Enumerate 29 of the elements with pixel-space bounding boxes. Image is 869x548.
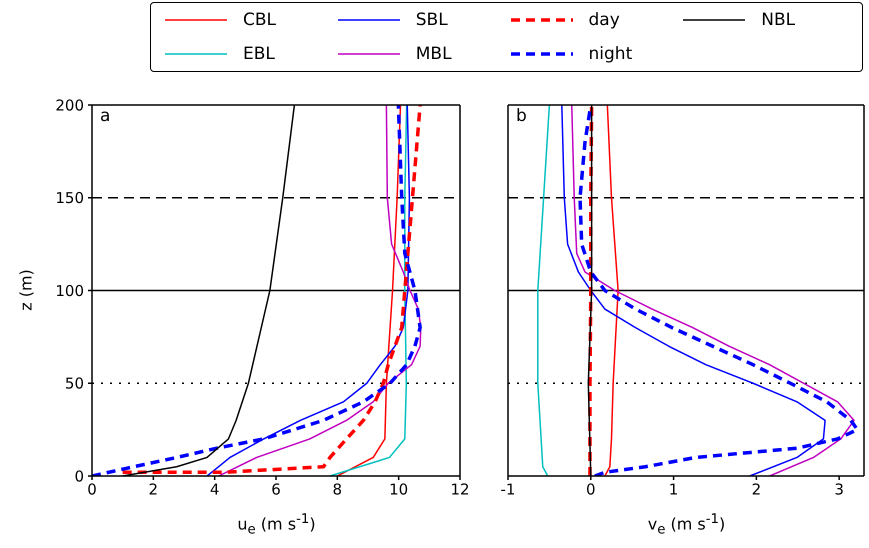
- x-tick-label: 4: [210, 480, 220, 499]
- y-tick-label: 200: [55, 96, 84, 114]
- x-tick-label: 0: [586, 480, 596, 499]
- x-axis-title: v$_{e}$ (m s$^{-1}$): [646, 512, 726, 538]
- legend-label: night: [588, 44, 632, 64]
- legend-label: CBL: [243, 10, 276, 30]
- x-tick-label: 0: [87, 480, 97, 499]
- x-tick-label: 1: [668, 480, 678, 499]
- x-tick-label: 8: [332, 480, 342, 499]
- legend-label: MBL: [416, 44, 452, 64]
- y-tick-label: 150: [55, 189, 84, 208]
- y-tick-label: 50: [64, 374, 84, 393]
- annotation: b: [516, 106, 527, 126]
- legend-label: NBL: [761, 10, 796, 30]
- legend-label: SBL: [416, 10, 448, 30]
- x-tick-label: 10: [389, 480, 408, 499]
- x-tick-label: 2: [752, 480, 762, 499]
- x-tick-label: 3: [834, 480, 844, 499]
- x-tick-label: 6: [271, 480, 281, 499]
- annotation: a: [100, 106, 110, 126]
- x-tick-label: -1: [500, 480, 516, 499]
- y-tick-label: 100: [55, 282, 84, 300]
- legend-label: EBL: [243, 44, 275, 64]
- x-tick-label: 12: [450, 480, 470, 499]
- x-axis-title: u$_{e}$ (m s$^{-1}$): [236, 512, 317, 538]
- y-axis-title: z (m): [16, 269, 36, 311]
- x-tick-label: 2: [148, 480, 158, 499]
- y-tick-label: 0: [74, 467, 84, 486]
- legend-label: day: [588, 10, 620, 30]
